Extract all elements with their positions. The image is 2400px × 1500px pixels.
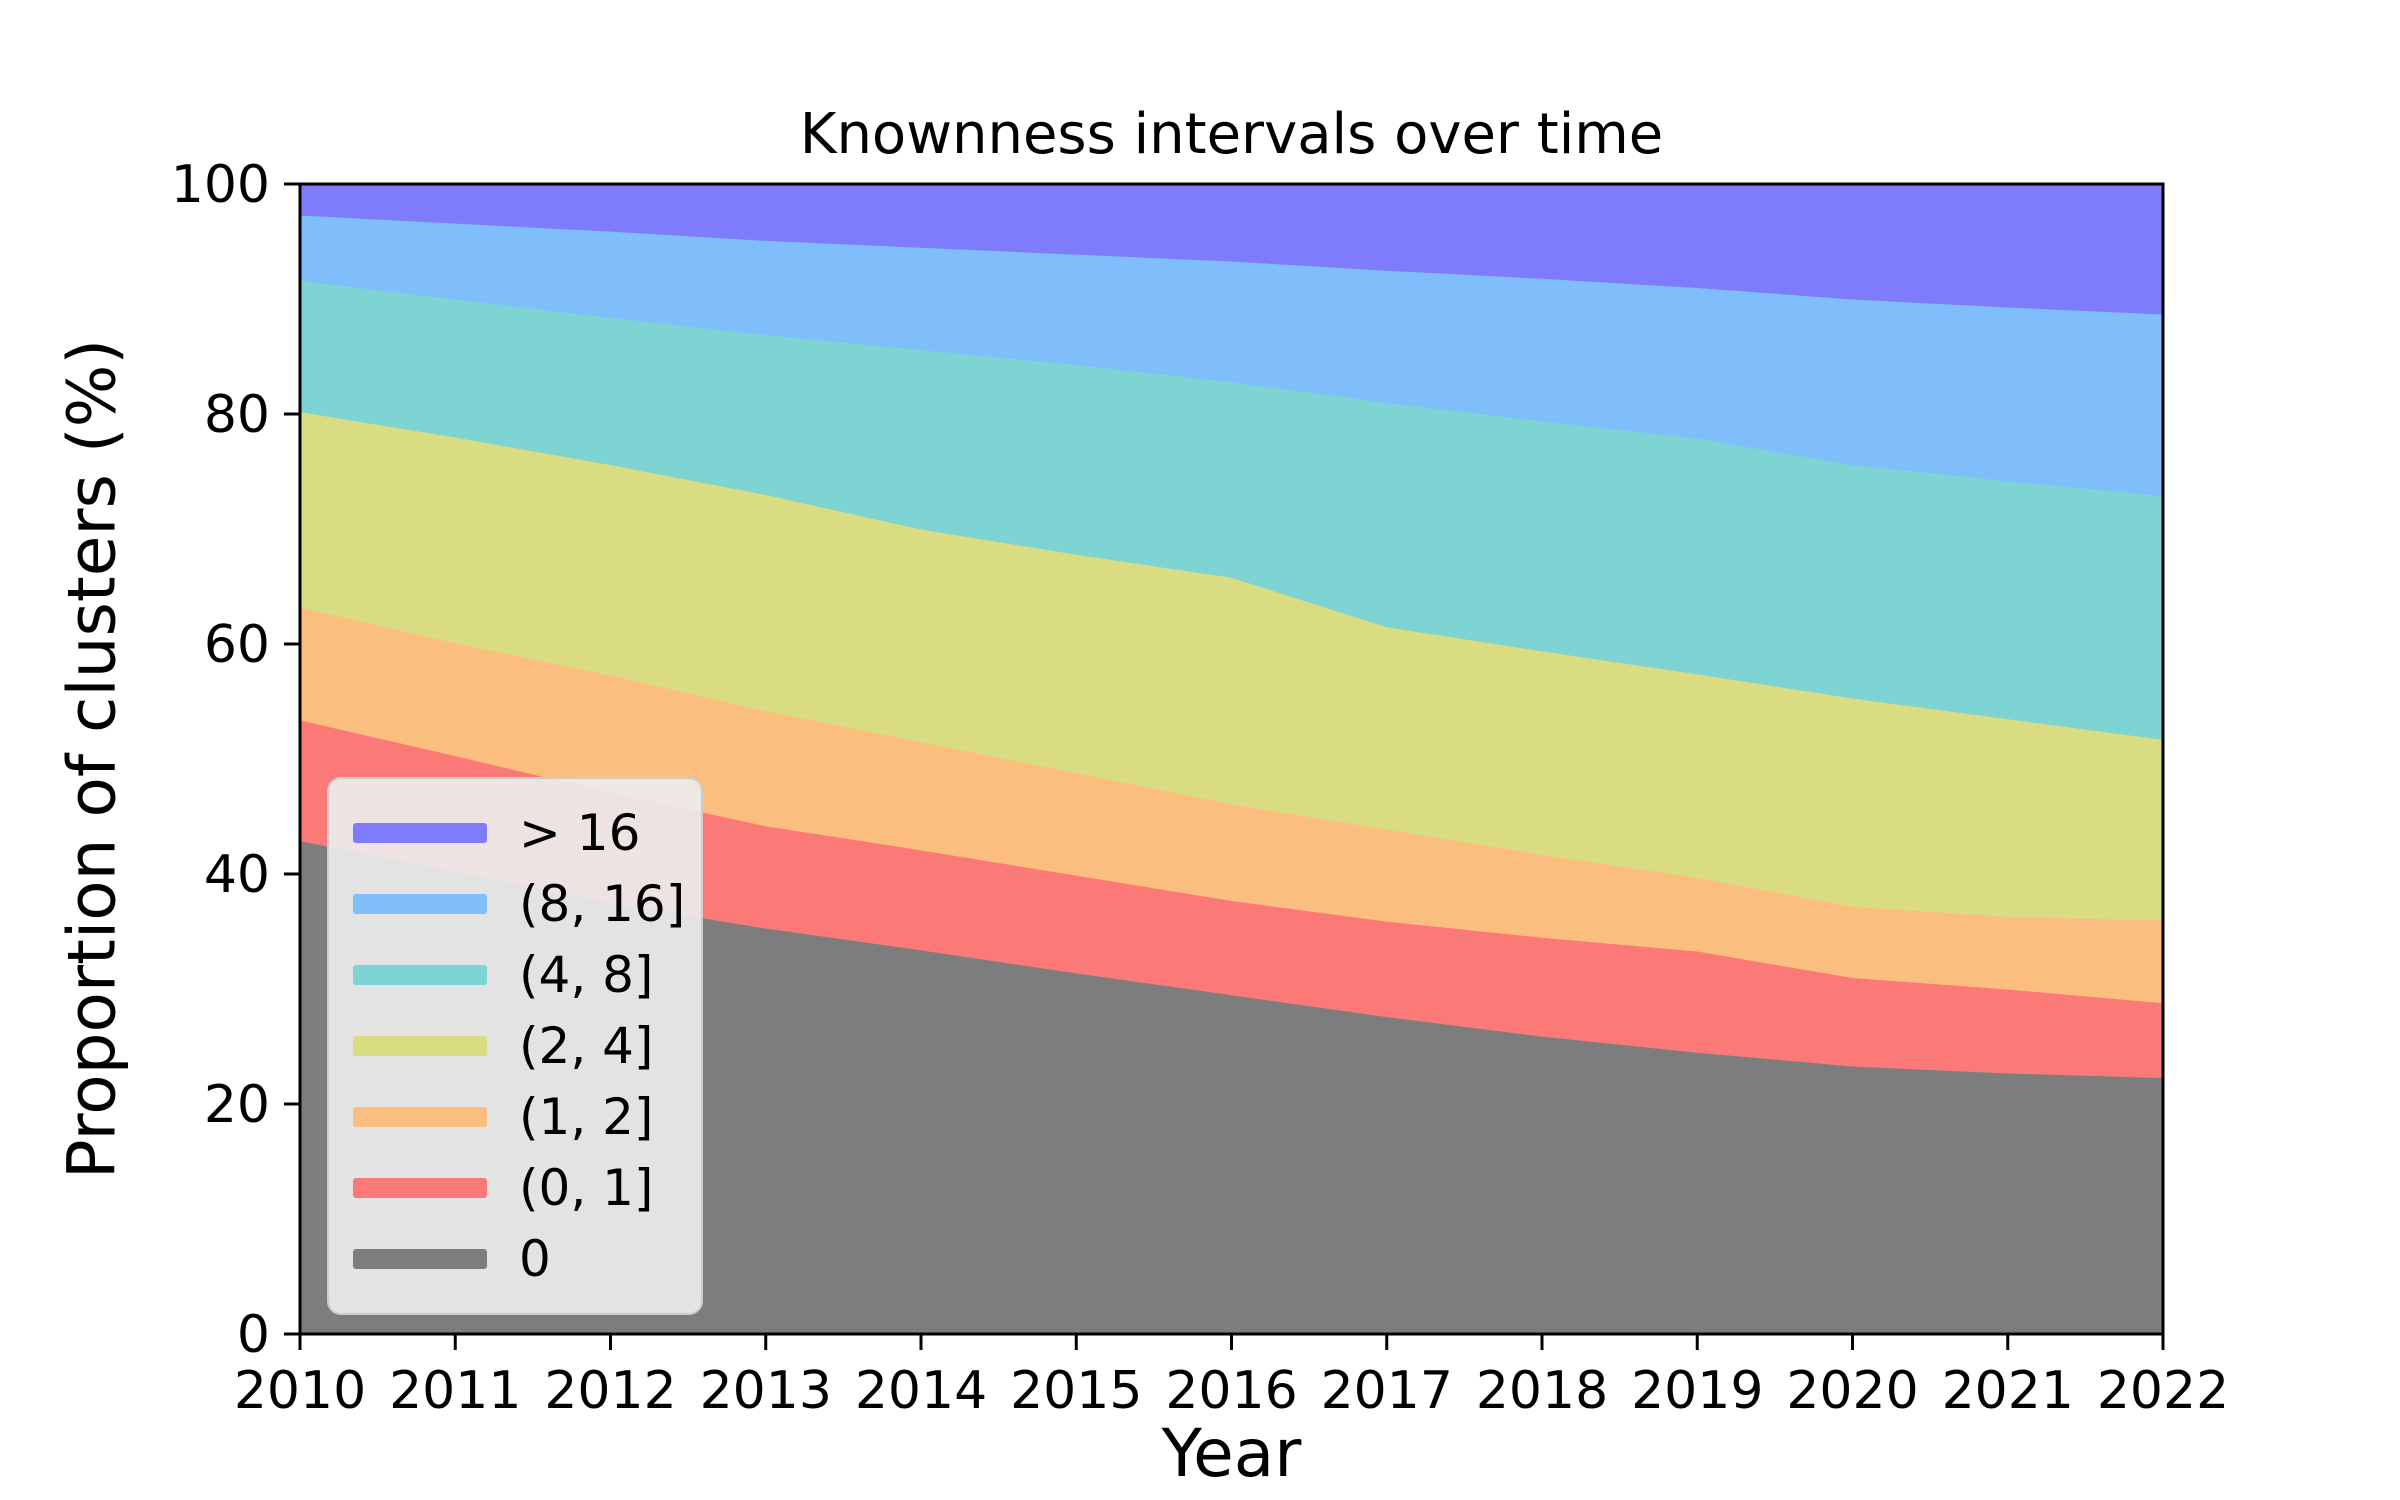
y-tick-label: 60 [204,615,270,675]
legend-item: (1, 2] [353,1092,691,1142]
legend-swatch [353,964,487,985]
x-tick-label: 2013 [700,1361,832,1421]
x-tick-label: 2014 [855,1361,987,1421]
x-axis-label: Year [1161,1415,1302,1492]
legend-swatch [353,893,487,914]
legend: > 16 (8, 16] (4, 8] (2, 4] (1, 2] (0, 1] 0 [327,777,703,1315]
x-tick-label: 2012 [544,1361,676,1421]
x-tick-label: 2015 [1010,1361,1142,1421]
legend-swatch [353,1249,487,1270]
x-tick-label: 2020 [1786,1361,1918,1421]
x-tick-label: 2022 [2097,1361,2229,1421]
x-tick-label: 2016 [1165,1361,1297,1421]
legend-item: 0 [353,1234,691,1284]
legend-item: (4, 8] [353,950,691,1000]
legend-swatch [353,1035,487,1056]
y-tick-label: 40 [204,845,270,905]
legend-swatch [353,1107,487,1128]
legend-item: (8, 16] [353,879,691,929]
legend-item: (0, 1] [353,1163,691,1213]
legend-item: (2, 4] [353,1021,691,1071]
x-tick-label: 2010 [234,1361,366,1421]
legend-label: 0 [519,1230,551,1289]
legend-label: (0, 1] [519,1159,654,1218]
legend-swatch [353,822,487,843]
x-tick-label: 2018 [1476,1361,1608,1421]
y-tick-label: 20 [204,1075,270,1135]
y-axis-label: Proportion of clusters (%) [53,338,131,1180]
legend-label: (8, 16] [519,874,686,933]
legend-item: > 16 [353,808,691,858]
y-tick-label: 0 [237,1305,270,1365]
x-tick-label: 2019 [1631,1361,1763,1421]
legend-label: (1, 2] [519,1088,654,1147]
x-tick-label: 2011 [389,1361,521,1421]
legend-swatch [353,1178,487,1199]
legend-label: > 16 [519,803,641,862]
chart-title: Knownness intervals over time [799,102,1664,167]
legend-label: (4, 8] [519,945,654,1004]
x-tick-label: 2021 [1942,1361,2074,1421]
x-tick-label: 2017 [1321,1361,1453,1421]
legend-label: (2, 4] [519,1016,654,1075]
y-tick-label: 100 [171,155,270,215]
y-tick-label: 80 [204,385,270,445]
